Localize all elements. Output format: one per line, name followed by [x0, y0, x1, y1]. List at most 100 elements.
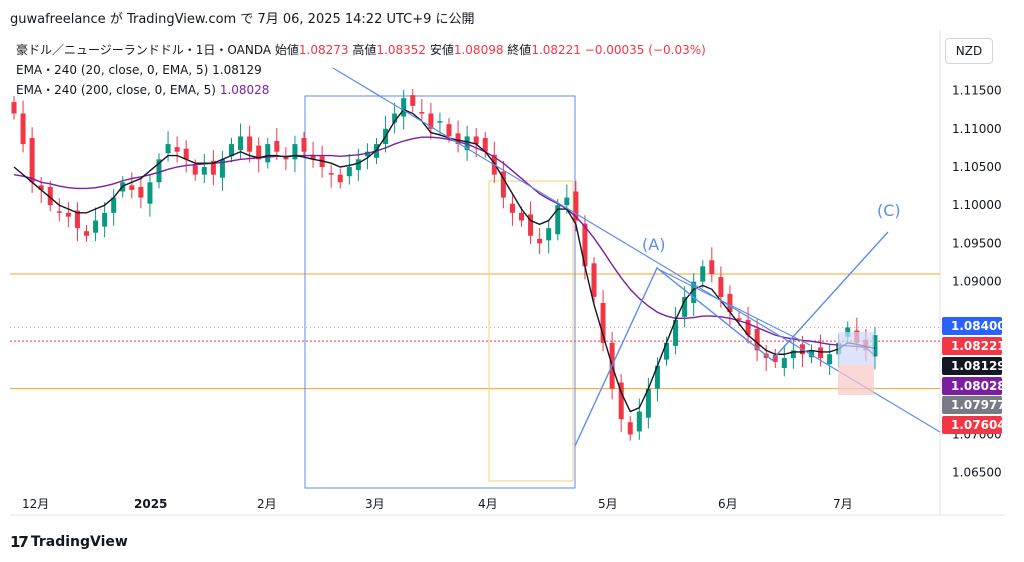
candle-body	[781, 358, 787, 369]
candle-body	[555, 205, 561, 235]
price-label: 1.08400	[951, 319, 1006, 333]
candle-body	[618, 382, 624, 420]
candle-body	[645, 388, 651, 418]
candle-body	[238, 136, 244, 151]
candle-body	[29, 137, 35, 183]
open-value: 1.08273	[298, 43, 349, 57]
change-value: −0.00035 (−0.03%)	[584, 43, 706, 57]
candle-body	[265, 144, 271, 163]
price-label: 1.07977	[951, 398, 1006, 412]
candle-body	[47, 186, 53, 206]
y-tick-label: 1.10500	[952, 160, 1002, 174]
low-label: 安値	[429, 43, 454, 57]
x-tick-label: 5月	[598, 497, 618, 511]
wave-channel-line	[659, 269, 811, 346]
candle-body	[700, 266, 706, 282]
price-label-bg	[942, 317, 1002, 335]
candle-body	[319, 156, 325, 167]
stop-zone	[838, 365, 874, 395]
candle-body	[183, 148, 189, 160]
price-label: 1.07604	[951, 418, 1006, 432]
x-tick-label: 2025	[134, 497, 167, 511]
candle-body	[247, 136, 253, 152]
candle-body	[156, 159, 162, 183]
price-label-bg	[942, 357, 1002, 375]
high-label: 高値	[352, 43, 377, 57]
candle-body	[201, 167, 207, 175]
legend-ema20-row[interactable]: EMA・240 (20, close, 0, EMA, 5) 1.08129	[16, 60, 706, 80]
price-label: 1.08129	[951, 359, 1006, 373]
candle-body	[229, 144, 234, 157]
candle-body	[636, 411, 642, 432]
candle-body	[346, 167, 352, 177]
candle-body	[392, 113, 398, 123]
candle-body	[283, 157, 289, 160]
candle-body	[872, 335, 878, 357]
legend-ema200-row[interactable]: EMA・240 (200, close, 0, EMA, 5) 1.08028	[16, 80, 706, 100]
candle-body	[401, 98, 407, 117]
low-value: 1.08098	[453, 43, 504, 57]
x-tick-label: 6月	[718, 497, 738, 511]
candle-body	[93, 220, 99, 233]
candle-body	[664, 342, 669, 360]
candle-body	[174, 147, 180, 152]
candle-body	[364, 151, 370, 157]
ema20-line	[13, 108, 876, 413]
candle-body	[310, 154, 316, 160]
chart-legend: 豪ドル／ニュージーランドドル・1日・OANDA 始値1.08273 高値1.08…	[16, 40, 706, 100]
candle-body	[410, 95, 416, 106]
candle-body	[111, 197, 117, 213]
price-label: 1.08221	[951, 339, 1006, 353]
price-label-bg	[942, 416, 1002, 434]
candle-body	[573, 191, 579, 221]
candle-body	[210, 160, 216, 175]
y-tick-label: 1.10000	[952, 198, 1002, 212]
symbol-label[interactable]: 豪ドル／ニュージーランドドル・1日・OANDA	[16, 43, 272, 57]
x-tick-label: 12月	[22, 497, 49, 511]
candle-body	[473, 136, 479, 145]
candle-body	[292, 144, 298, 160]
open-label: 始値	[274, 43, 299, 57]
y-tick-label: 1.09000	[952, 275, 1002, 289]
candle-body	[809, 350, 814, 358]
candle-body	[754, 329, 760, 351]
candle-body	[165, 144, 171, 154]
candle-body	[546, 228, 552, 241]
ema200-value: 1.08028	[219, 83, 270, 97]
logo-text: TradingView	[30, 534, 128, 550]
currency-unit-button[interactable]: NZD	[945, 38, 993, 64]
candle-body	[745, 319, 751, 336]
candle-body	[482, 137, 488, 152]
candle-body	[682, 296, 688, 317]
candle-body	[419, 111, 425, 114]
candle-body	[328, 173, 334, 175]
high-value: 1.08352	[376, 43, 426, 57]
close-label: 終値	[507, 43, 532, 57]
candle-body	[192, 165, 198, 175]
candle-body	[528, 214, 534, 236]
published-caption: guwafreelance が TradingView.com で 7月 06,…	[10, 12, 475, 27]
x-tick-label: 3月	[365, 497, 385, 511]
price-label-bg	[942, 377, 1002, 395]
candle-body	[537, 238, 543, 244]
candle-body	[709, 260, 715, 274]
candle-body	[455, 133, 461, 145]
candle-body	[627, 422, 633, 435]
candle-body	[790, 350, 796, 359]
candle-body	[74, 210, 80, 229]
candle-body	[11, 102, 17, 114]
analysis-box	[304, 95, 576, 489]
y-tick-label: 1.11000	[952, 122, 1002, 136]
candle-body	[84, 231, 89, 236]
legend-ohlc-row: 豪ドル／ニュージーランドドル・1日・OANDA 始値1.08273 高値1.08…	[16, 40, 706, 60]
tradingview-logo[interactable]: 17 TradingView	[10, 533, 128, 551]
wave-label: (A)	[642, 235, 665, 254]
candle-body	[519, 212, 524, 221]
candle-body	[256, 145, 262, 160]
wave-path	[574, 231, 889, 447]
candle-body	[129, 185, 135, 190]
ema200-label: EMA・240 (200, close, 0, EMA, 5)	[16, 83, 216, 97]
candle-body	[428, 113, 434, 129]
candle-body	[691, 281, 697, 304]
